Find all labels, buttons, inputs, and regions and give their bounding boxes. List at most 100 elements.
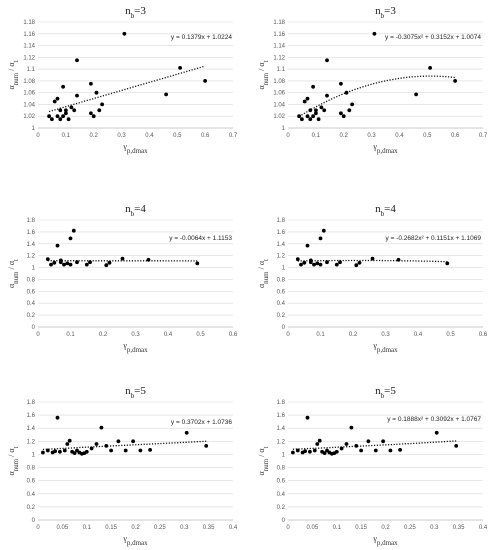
trendline	[48, 65, 206, 113]
trendline-equation: y = 0.1379x + 1.0224	[171, 34, 232, 41]
y-tick-label: 1.06	[273, 91, 285, 97]
x-tick-label: 0.05	[57, 525, 69, 531]
x-tick-label: 0.4	[145, 133, 154, 139]
y-tick-label: 0	[282, 518, 286, 524]
data-point	[84, 449, 89, 454]
x-tick-label: 0.2	[131, 525, 140, 531]
y-tick-label: 0.2	[277, 313, 286, 319]
data-point	[64, 111, 68, 116]
y-tick-label: 0.4	[27, 301, 36, 307]
data-point	[291, 450, 295, 455]
data-point	[339, 446, 344, 451]
data-point	[55, 243, 60, 248]
data-point	[99, 425, 104, 430]
data-point	[104, 263, 109, 268]
x-tick-label: 0	[286, 332, 290, 338]
data-point	[53, 449, 57, 454]
chart-panel-1: nb=3 1 1.02 1.04 1.06 1.08 1.1 1.12 1.14 1.16 1.18…	[7, 5, 238, 155]
data-point	[203, 79, 208, 83]
data-point	[454, 444, 459, 448]
data-point	[297, 114, 301, 119]
data-point	[315, 261, 320, 266]
chart-panel-2: nb=3 1 1.02 1.04 1.06 1.08 1.1 1.12 1.14 1.16 1.18…	[257, 5, 488, 155]
y-tick-label: 0.8	[277, 466, 286, 472]
x-tick-label: 0	[36, 525, 40, 531]
data-point	[75, 260, 79, 265]
x-axis-label: γp,dmax	[372, 142, 398, 155]
y-tick-label: 0.4	[277, 301, 286, 307]
data-point	[75, 58, 79, 63]
y-tick-label: 1.12	[23, 55, 35, 61]
data-point	[69, 105, 74, 110]
x-tick-label: 0.4	[414, 332, 423, 338]
data-point	[308, 108, 313, 113]
data-point	[388, 448, 393, 453]
y-tick-label: 1.2	[27, 254, 36, 260]
data-point	[350, 102, 354, 107]
data-point	[41, 450, 45, 455]
x-tick-label: 0.2	[340, 133, 349, 139]
trendline	[292, 440, 457, 450]
data-point	[97, 108, 102, 113]
y-axis-label: αnum / αt	[257, 446, 270, 475]
data-point	[347, 108, 352, 113]
x-axis-label: γp,dmax	[122, 341, 148, 354]
y-tick-label: 1.04	[273, 102, 285, 108]
data-point	[65, 442, 70, 446]
data-point	[314, 108, 318, 113]
data-point	[339, 81, 343, 86]
y-tick-label: 1.16	[23, 32, 35, 38]
y-tick-label: 1.4	[27, 426, 36, 432]
x-tick-label: 0.6	[229, 332, 238, 338]
y-tick-label: 0.4	[277, 492, 286, 498]
data-point	[414, 92, 418, 97]
data-point	[372, 31, 377, 36]
y-tick-label: 1.14	[273, 44, 285, 50]
y-tick-label: 1.02	[273, 114, 285, 120]
x-tick-label: 0.7	[229, 133, 238, 139]
data-point	[314, 111, 318, 116]
x-tick-label: 0.05	[307, 525, 319, 531]
x-tick-label: 0.5	[423, 133, 432, 139]
data-point	[308, 449, 312, 454]
data-point	[322, 451, 327, 455]
y-tick-label: 1	[282, 452, 286, 458]
data-point	[89, 81, 93, 86]
data-point	[334, 262, 339, 267]
data-point	[312, 448, 317, 453]
data-point	[58, 258, 63, 263]
data-point	[55, 415, 60, 420]
y-tick-label: 0	[32, 518, 36, 524]
x-tick-label: 0.3	[430, 525, 439, 531]
y-tick-label: 1.4	[277, 242, 286, 248]
data-point	[305, 415, 310, 420]
y-tick-label: 1.8	[27, 400, 36, 406]
x-tick-label: 0.4	[164, 332, 173, 338]
y-tick-label: 1.8	[277, 218, 286, 224]
y-tick-label: 0.8	[277, 277, 286, 283]
data-point	[66, 117, 71, 122]
x-tick-label: 0.1	[312, 133, 321, 139]
y-axis-label: αnum / αt	[7, 259, 20, 288]
chart-title: nb=5	[375, 385, 396, 400]
data-point	[318, 262, 323, 267]
x-axis-label: γp,dmax	[122, 142, 148, 155]
y-tick-label: 1	[32, 266, 36, 272]
y-tick-label: 1.18	[23, 20, 35, 26]
data-point	[107, 260, 112, 265]
data-point	[366, 439, 371, 444]
data-point	[50, 117, 54, 122]
trendline-equation: y = -0.3075x² + 0.3152x + 1.0074	[385, 34, 481, 41]
x-tick-label: 0.2	[381, 525, 390, 531]
data-point	[164, 92, 169, 97]
y-tick-label: 0.2	[27, 313, 36, 319]
data-point	[311, 84, 315, 89]
x-tick-label: 0.2	[349, 332, 358, 338]
data-point	[300, 117, 304, 122]
data-point	[123, 448, 128, 453]
y-tick-label: 1	[32, 126, 36, 132]
data-point	[319, 105, 324, 110]
y-tick-label: 1.02	[23, 114, 35, 120]
chart-panel-5: nb=5 0 0.2 0.4 0.6 0.8 1 1.2 1.4 1.6 1.8 0 0.05 0.1 0.…	[7, 385, 238, 547]
